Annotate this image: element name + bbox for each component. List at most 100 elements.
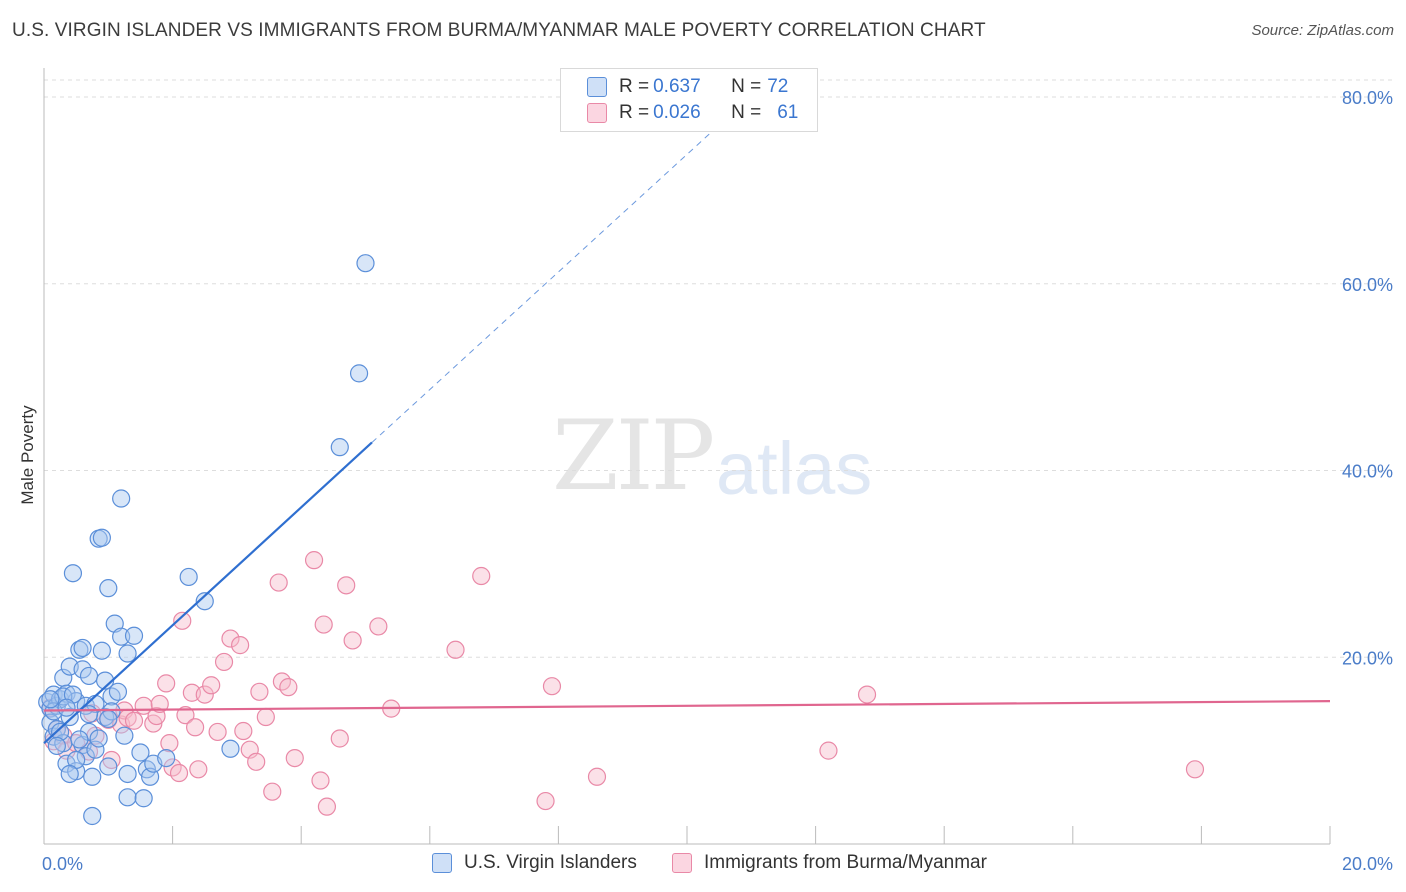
legend-swatch-blue <box>587 77 607 97</box>
pink-point <box>587 767 607 786</box>
pink-point <box>169 763 189 783</box>
blue-point <box>86 740 105 759</box>
pink-point <box>285 748 304 768</box>
legend-r-value: 0.026 <box>653 102 701 123</box>
legend-n-label: N = <box>731 102 762 123</box>
x-tick-label: 0.0% <box>42 854 83 874</box>
blue-point <box>112 489 131 508</box>
legend-n-label: N = <box>731 76 762 97</box>
y-tick-label: 60.0% <box>1342 275 1393 295</box>
pink-point <box>369 617 388 636</box>
pink-point <box>536 791 555 811</box>
pink-point <box>279 678 298 697</box>
blue-point <box>73 660 92 679</box>
correlation-legend: R = 0.637 N = 72 R = 0.026 N = 61 <box>560 68 818 132</box>
blue-trend-extension <box>371 124 720 443</box>
chart-title: U.S. VIRGIN ISLANDER VS IMMIGRANTS FROM … <box>12 20 986 41</box>
pink-point <box>472 566 491 586</box>
blue-trend-line <box>43 441 373 744</box>
blue-point <box>157 748 176 768</box>
legend-r-label: R = <box>619 76 650 97</box>
pink-point <box>157 674 176 693</box>
y-tick-label: 40.0% <box>1342 462 1393 482</box>
pink-point <box>857 685 877 704</box>
blue-point <box>349 364 369 383</box>
pink-point <box>263 782 282 801</box>
pink-point <box>195 685 214 704</box>
blue-point <box>83 806 102 826</box>
pink-point <box>250 682 269 701</box>
blue-point <box>92 641 111 660</box>
legend-n-value: 72 <box>767 76 789 97</box>
pink-point <box>311 771 330 790</box>
pink-point <box>317 797 337 816</box>
pink-point <box>221 629 240 648</box>
pink-point <box>234 721 253 741</box>
blue-point <box>356 254 375 273</box>
blue-point <box>112 627 131 646</box>
pink-trend-line <box>43 700 1331 712</box>
pink-point <box>247 752 266 771</box>
blue-point <box>41 690 60 709</box>
pink-point <box>819 741 838 760</box>
blue-point <box>92 528 111 547</box>
series-swatch-blue <box>432 853 452 873</box>
blue-point <box>221 739 240 758</box>
blue-point <box>330 438 349 457</box>
pink-point <box>124 711 144 730</box>
y-tick-label: 20.0% <box>1342 648 1393 668</box>
pink-point <box>343 631 362 650</box>
blue-point <box>63 564 83 583</box>
pink-point <box>202 676 221 695</box>
pink-point <box>304 551 324 570</box>
blue-point <box>124 626 144 645</box>
blue-point <box>60 764 79 784</box>
x-tick-label: 20.0% <box>1342 854 1393 874</box>
pink-point <box>186 718 205 737</box>
blue-point <box>118 644 137 663</box>
blue-point <box>108 682 128 701</box>
blue-point <box>57 754 76 773</box>
pink-point <box>189 760 208 779</box>
blue-point <box>89 729 108 748</box>
watermark-zip: ZIP <box>552 400 715 512</box>
blue-point <box>99 579 118 598</box>
pink-point <box>160 734 179 753</box>
watermark-atlas: atlas <box>716 427 873 510</box>
blue-point <box>70 640 89 659</box>
blue-point <box>179 567 198 587</box>
blue-point <box>131 743 150 762</box>
series-legend-blue: U.S. Virgin Islanders <box>432 852 637 874</box>
blue-point <box>70 730 89 749</box>
pink-point <box>150 694 169 714</box>
legend-r-value: 0.637 <box>653 76 701 97</box>
blue-point <box>79 666 99 686</box>
blue-point <box>83 767 102 786</box>
pink-point <box>214 652 234 672</box>
blue-point <box>50 722 70 742</box>
blue-point <box>118 788 137 807</box>
blue-point <box>73 638 92 658</box>
series-label-pink: Immigrants from Burma/Myanmar <box>704 852 987 873</box>
pink-point <box>173 611 192 630</box>
pink-point <box>542 677 562 696</box>
blue-point <box>115 726 134 745</box>
legend-n-value: 61 <box>777 102 799 123</box>
series-label-blue: U.S. Virgin Islanders <box>464 852 637 873</box>
blue-point <box>57 698 76 717</box>
blue-point <box>76 747 95 766</box>
source-credit: Source: ZipAtlas.com <box>1251 22 1394 39</box>
series-swatch-pink <box>672 853 692 873</box>
pink-point <box>269 573 288 592</box>
blue-point <box>47 736 66 756</box>
blue-point <box>79 722 99 742</box>
legend-row-pink: R = 0.026 N = 61 <box>587 101 798 125</box>
pink-point <box>337 576 356 595</box>
y-tick-label: 80.0% <box>1342 88 1393 108</box>
pink-point <box>330 729 349 748</box>
blue-point <box>41 713 60 732</box>
blue-point <box>99 709 118 728</box>
blue-point <box>57 684 76 703</box>
legend-r-label: R = <box>619 102 650 123</box>
